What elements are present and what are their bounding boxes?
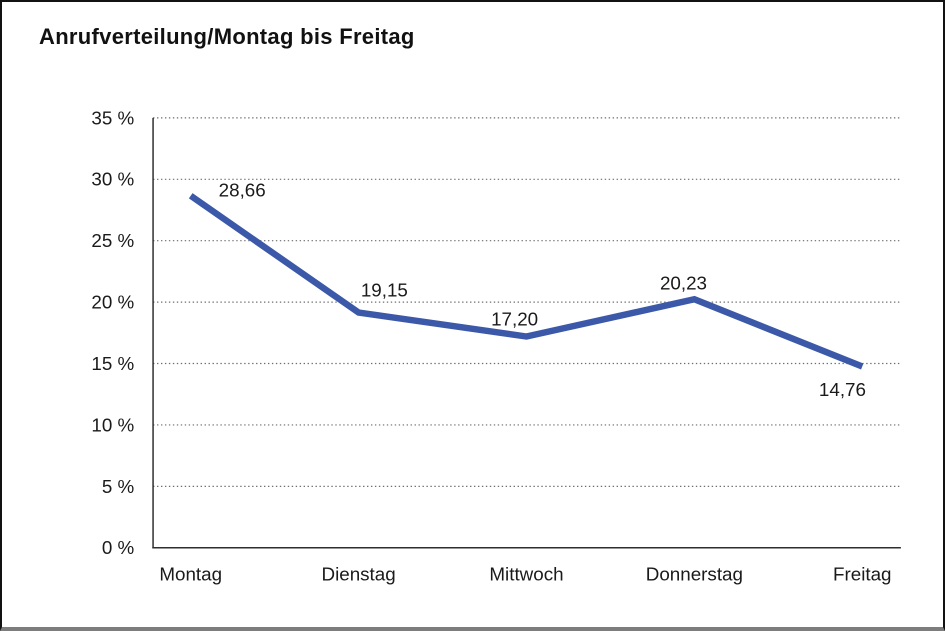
data-point-label: 17,20 — [491, 309, 538, 330]
x-category-label: Freitag — [833, 563, 892, 584]
y-tick-label: 0 % — [102, 537, 135, 558]
y-tick-label: 35 % — [91, 107, 134, 128]
x-category-label: Donnerstag — [646, 563, 743, 584]
x-category-label: Mittwoch — [489, 563, 563, 584]
y-tick-label: 20 % — [91, 292, 134, 313]
y-tick-label: 25 % — [91, 230, 134, 251]
data-line — [188, 193, 864, 370]
y-tick-label: 10 % — [91, 414, 134, 435]
y-tick-label: 5 % — [102, 476, 135, 497]
x-category-label: Dienstag — [321, 563, 395, 584]
chart-title: Anrufverteilung/Montag bis Freitag — [39, 24, 415, 49]
data-point-label: 20,23 — [660, 272, 707, 293]
data-point-label: 14,76 — [819, 379, 866, 400]
data-point-label: 28,66 — [219, 180, 266, 201]
y-tick-label: 30 % — [91, 169, 134, 190]
data-point-label: 19,15 — [361, 280, 408, 301]
x-category-label: Montag — [159, 563, 222, 584]
y-tick-label: 15 % — [91, 353, 134, 374]
